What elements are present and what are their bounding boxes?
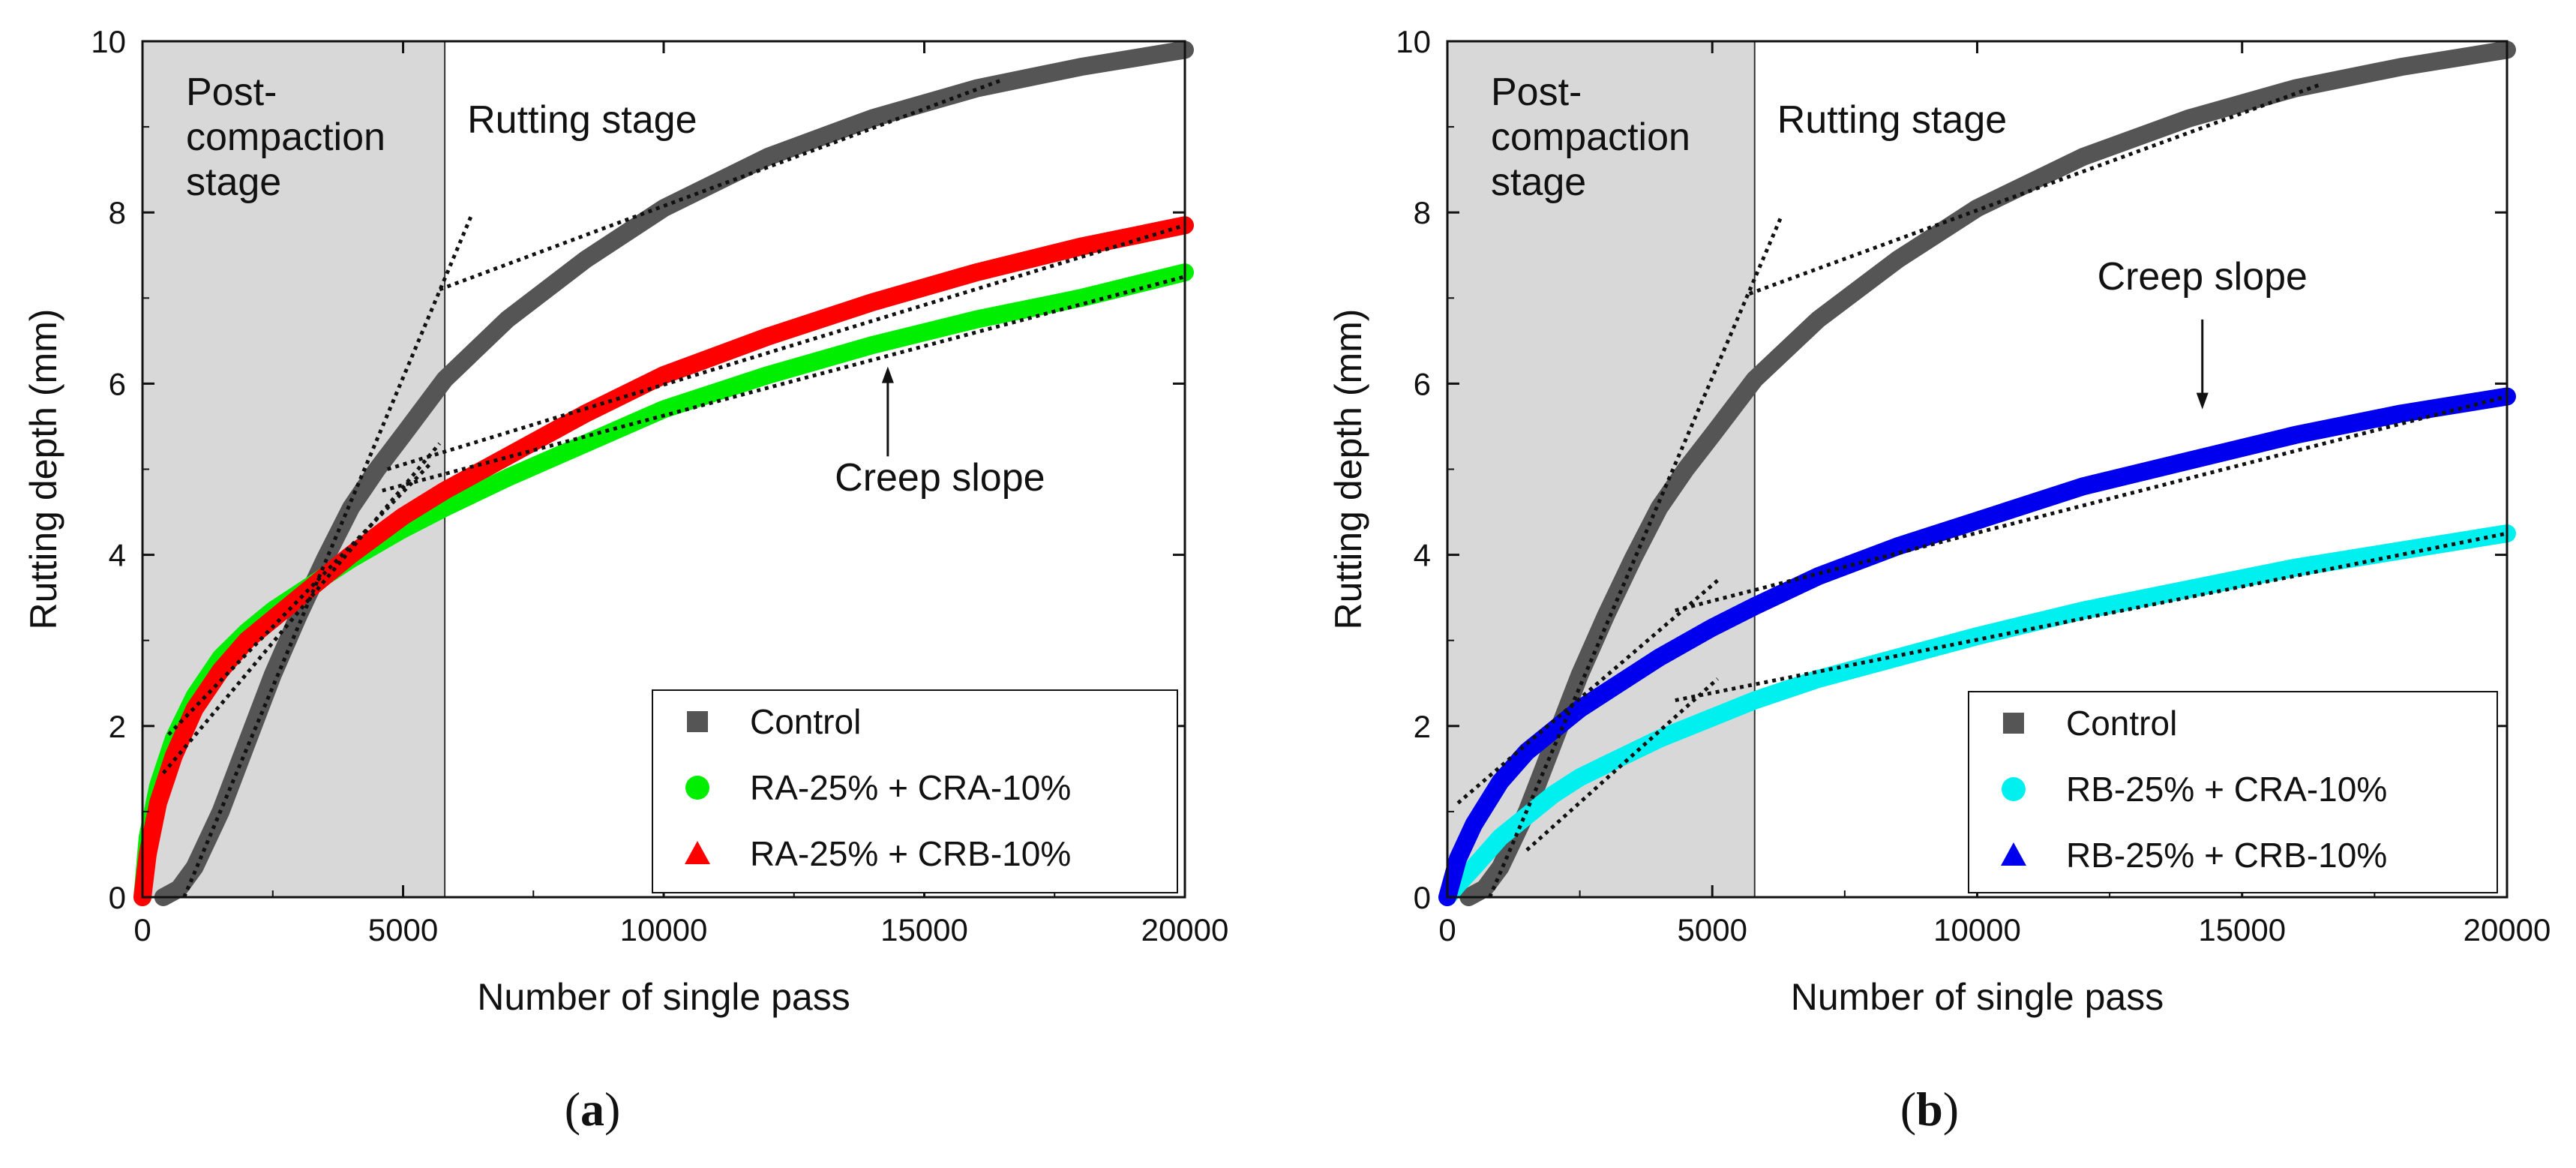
post-compaction-label-line: compaction — [186, 116, 385, 159]
legend-entry-label: Control — [750, 702, 861, 741]
x-tick-label: 15000 — [2198, 912, 2286, 947]
y-tick-label: 6 — [109, 366, 126, 401]
fit-line-5 — [1675, 395, 2508, 613]
x-axis-title: Number of single pass — [1791, 976, 2164, 1018]
creep-slope-label: Creep slope — [2098, 255, 2308, 299]
panel-label-close-paren: ) — [604, 1082, 620, 1136]
legend-marker-square — [687, 711, 708, 732]
post-compaction-region — [142, 41, 445, 897]
y-axis-title: Rutting depth (mm) — [22, 309, 64, 630]
fit-line-2 — [1748, 82, 2323, 296]
legend-marker-triangle — [685, 841, 710, 864]
legend-marker-square — [2003, 713, 2024, 734]
creep-slope-arrow-head — [2196, 392, 2209, 410]
x-tick-label: 20000 — [2464, 912, 2551, 947]
legend-marker-circle — [2002, 777, 2026, 801]
legend-box — [652, 689, 1178, 893]
panel-label-open-paren: ( — [565, 1082, 580, 1136]
fit-line-6 — [386, 223, 1186, 471]
fit-line-3 — [161, 442, 442, 775]
y-tick-label: 8 — [109, 195, 126, 230]
legend-entry-label: Control — [2066, 704, 2177, 743]
y-tick-label: 2 — [109, 709, 126, 744]
post-compaction-label-line: compaction — [1491, 116, 1690, 159]
y-tick-label: 0 — [1414, 880, 1431, 915]
creep-slope-label: Creep slope — [835, 456, 1045, 500]
x-tick-label: 10000 — [1933, 912, 2021, 947]
post-compaction-label-line: Post- — [186, 71, 277, 114]
legend-marker-triangle — [2001, 842, 2026, 866]
post-compaction-region — [1447, 41, 1755, 897]
x-axis-title: Number of single pass — [477, 976, 850, 1018]
legend-entry-label: RB-25% + CRB-10% — [2066, 836, 2387, 875]
series-line-1 — [1459, 41, 2516, 906]
fit-line-6 — [1675, 531, 2508, 703]
y-tick-label: 0 — [109, 880, 126, 915]
panel-label: (b) — [1900, 1082, 1959, 1136]
series-line-3 — [1438, 387, 2516, 906]
panel-label-letter: a — [580, 1082, 604, 1136]
panel-label-open-paren: ( — [1900, 1082, 1916, 1136]
x-tick-label: 0 — [1438, 912, 1456, 947]
post-compaction-label-line: Post- — [1491, 71, 1582, 114]
x-tick-label: 5000 — [368, 912, 438, 947]
y-tick-label: 4 — [1414, 538, 1431, 573]
y-tick-label: 4 — [109, 538, 126, 573]
fit-line-4 — [1525, 677, 1719, 852]
y-tick-label: 10 — [1396, 24, 1431, 59]
x-tick-label: 10000 — [620, 912, 708, 947]
series-line-3 — [133, 216, 1194, 906]
fit-line-2 — [439, 78, 1003, 292]
post-compaction-label-line: stage — [1491, 161, 1586, 204]
y-tick-label: 6 — [1414, 366, 1431, 401]
y-tick-label: 8 — [1414, 195, 1431, 230]
rutting-stage-label: Rutting stage — [1777, 98, 2007, 142]
y-axis-title: Rutting depth (mm) — [1327, 309, 1369, 630]
legend-entry-label: RB-25% + CRA-10% — [2066, 770, 2387, 809]
x-tick-label: 20000 — [1141, 912, 1229, 947]
x-tick-label: 15000 — [880, 912, 968, 947]
panel-label-close-paren: ) — [1943, 1082, 1959, 1136]
y-tick-label: 10 — [91, 24, 126, 59]
x-tick-label: 0 — [133, 912, 151, 947]
panel-label: (a) — [565, 1082, 621, 1136]
panel-label-letter: b — [1916, 1082, 1943, 1136]
legend-box — [1968, 691, 2498, 893]
creep-slope-arrow-head — [881, 366, 894, 383]
series-line-1 — [154, 41, 1194, 906]
legend-entry-label: RA-25% + CRA-10% — [750, 768, 1071, 807]
legend-entry-label: RA-25% + CRB-10% — [750, 834, 1071, 873]
post-compaction-label-line: stage — [186, 161, 281, 204]
y-tick-label: 2 — [1414, 709, 1431, 744]
series-line-2 — [1438, 524, 2516, 906]
rutting-stage-label: Rutting stage — [467, 98, 697, 142]
x-tick-label: 5000 — [1678, 912, 1747, 947]
fit-line-5 — [382, 275, 1186, 493]
legend-marker-circle — [685, 776, 709, 800]
